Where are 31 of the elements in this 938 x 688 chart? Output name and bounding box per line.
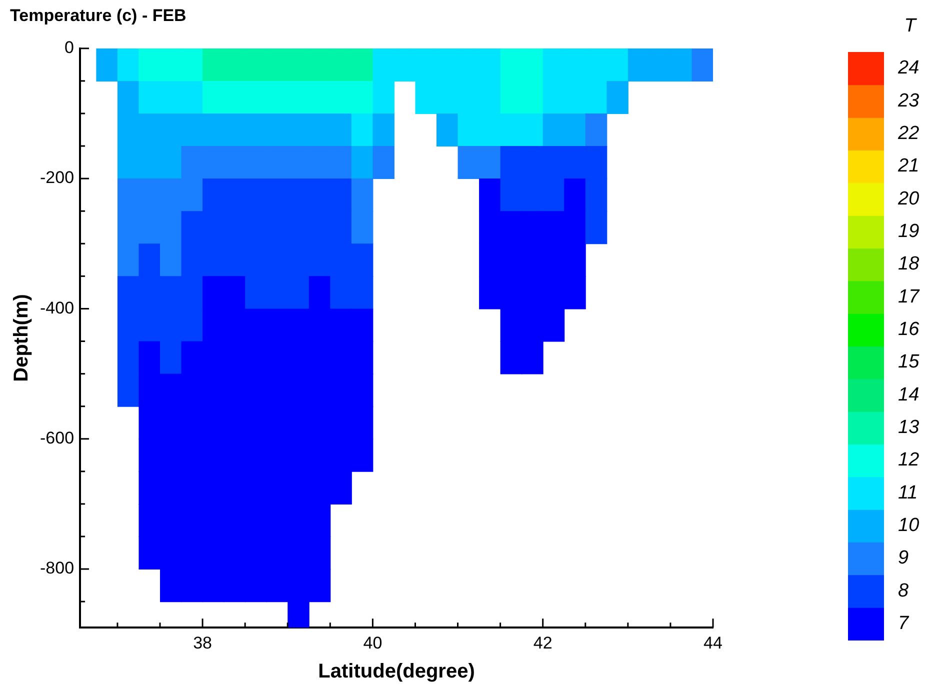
y-tick-label: -400 (40, 298, 74, 318)
color-bar-label: 8 (898, 580, 909, 602)
color-bar-label: 18 (898, 254, 920, 275)
color-bar-label: 24 (897, 58, 920, 79)
color-bar-label: 15 (898, 352, 920, 373)
color-bar-label: 10 (898, 514, 920, 536)
x-tick-label: 40 (363, 633, 382, 652)
y-axis-title: Depth(m) (10, 294, 33, 382)
color-bar-label: 7 (898, 612, 910, 634)
color-bar-label: 22 (897, 122, 920, 144)
y-tick-label: -800 (40, 558, 74, 578)
color-bar-label: 23 (897, 90, 920, 112)
color-bar-label: 11 (898, 482, 918, 504)
x-tick-label: 42 (533, 633, 552, 652)
y-tick-label: -200 (40, 168, 74, 188)
x-tick-label: 38 (193, 633, 212, 652)
color-bar-label: 9 (898, 548, 909, 569)
y-tick-label: 0 (64, 38, 74, 58)
color-bar-label: 14 (898, 384, 920, 406)
x-tick-label: 44 (704, 633, 722, 652)
color-bar-label: 13 (898, 416, 920, 438)
color-bar-label: 19 (898, 220, 920, 242)
x-axis-title: Latitude(degree) (318, 660, 475, 683)
color-bar-label: 16 (898, 318, 920, 340)
y-tick-label: -600 (40, 428, 74, 448)
chart-title: Temperature (c) - FEB (10, 6, 186, 25)
color-bar-label: 12 (898, 450, 920, 471)
color-bar-label: 20 (897, 188, 920, 210)
color-bar-label: 17 (898, 286, 921, 308)
color-bar-title: T (904, 15, 918, 36)
color-bar-label: 21 (897, 156, 920, 177)
